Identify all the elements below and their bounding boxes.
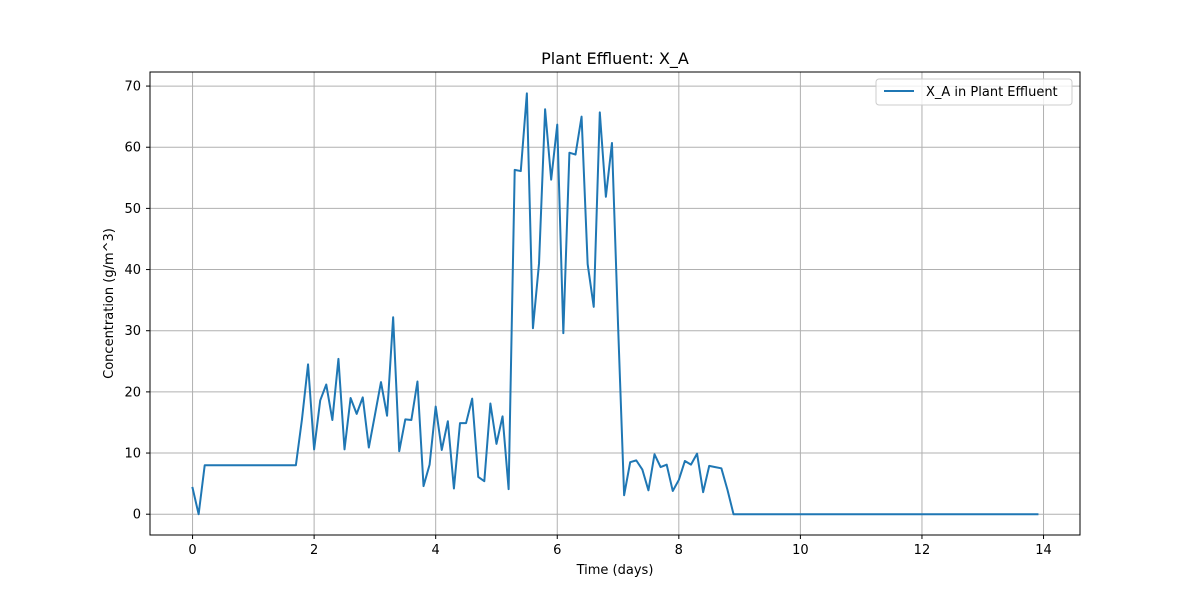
y-tick-label: 70 xyxy=(124,80,141,95)
x-tick-label: 12 xyxy=(914,543,931,558)
x-tick-label: 4 xyxy=(432,543,440,558)
y-tick-label: 0 xyxy=(133,508,141,523)
x-tick-label: 10 xyxy=(792,543,809,558)
x-axis-label: Time (days) xyxy=(576,563,654,578)
legend: X_A in Plant Effluent xyxy=(875,78,1073,106)
y-tick-label: 10 xyxy=(124,447,141,462)
x-tick-label: 2 xyxy=(310,543,318,558)
y-tick-label: 60 xyxy=(124,141,141,156)
x-tick-label: 0 xyxy=(188,543,196,558)
x-tick-label: 6 xyxy=(553,543,561,558)
y-tick-label: 50 xyxy=(124,202,141,217)
x-tick-label: 14 xyxy=(1035,543,1052,558)
x-tick-label: 8 xyxy=(675,543,683,558)
chart-title: Plant Effluent: X_A xyxy=(541,49,689,69)
plot-area-frame xyxy=(149,71,1081,536)
series-line xyxy=(191,92,1039,516)
legend-box xyxy=(875,78,1073,106)
y-axis-label: Concentration (g/m^3) xyxy=(102,228,117,379)
legend-entry: X_A in Plant Effluent xyxy=(926,85,1058,100)
y-tick-label: 20 xyxy=(124,385,141,400)
y-tick-label: 40 xyxy=(124,263,141,278)
series-layer xyxy=(191,92,1039,516)
ticks: 0 2 4 6 8 10 12 14 0 10 20 30 40 50 60 70 xyxy=(124,80,1051,558)
y-tick-label: 30 xyxy=(124,324,141,339)
